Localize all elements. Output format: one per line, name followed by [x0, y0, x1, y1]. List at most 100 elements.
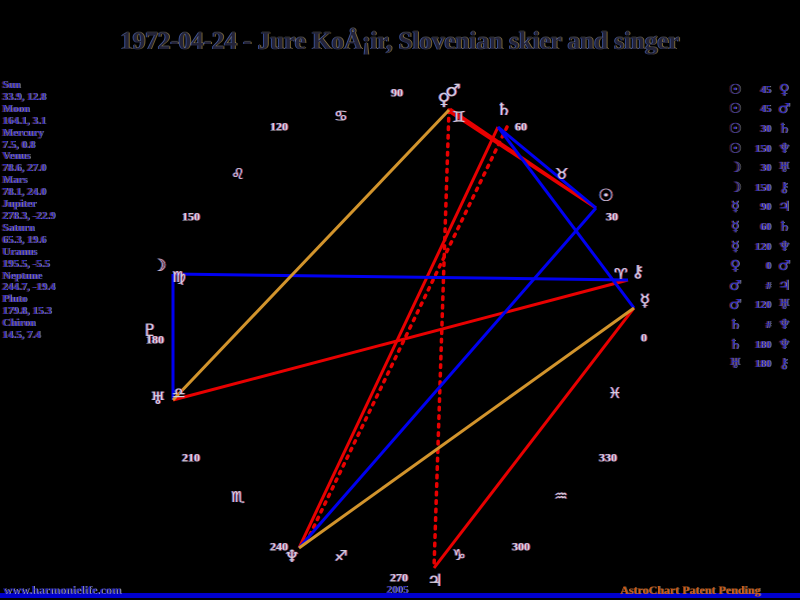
- planet-glyph-uranus: ♅: [150, 389, 166, 409]
- aspect-planet2-glyph: ♆: [777, 336, 791, 353]
- aspect-planet2-glyph: ♆: [777, 140, 791, 157]
- aspect-row: ♂ # ♃: [727, 276, 799, 296]
- aspect-angle: 180: [754, 358, 772, 371]
- footer-website-link[interactable]: www.harmonielife.com: [3, 583, 121, 597]
- aspect-line-mercury-jupiter-90: [432, 307, 636, 569]
- planet-glyph-mars: ♂: [445, 81, 461, 101]
- aspect-planet1-glyph: ☿: [730, 238, 740, 255]
- aspect-row: ☉ 45 ♂: [727, 100, 799, 120]
- aspect-planet2-glyph: ♄: [777, 120, 791, 137]
- degree-label-180: 180: [146, 332, 164, 347]
- degree-label-330: 330: [599, 450, 617, 465]
- aspect-planet2-glyph: ♃: [777, 199, 791, 216]
- aspect-planet1-glyph: ☉: [728, 120, 742, 137]
- aspect-angle: #: [765, 318, 772, 331]
- aspect-planet1-glyph: ☉: [728, 101, 742, 118]
- aspect-angle: 150: [754, 181, 772, 194]
- degree-label-120: 120: [270, 119, 288, 134]
- aspect-angle: 45: [760, 103, 771, 116]
- aspect-angle: 120: [754, 299, 772, 312]
- aspect-planet1-glyph: ♂: [728, 277, 742, 294]
- aspect-planet1-glyph: ☽: [728, 160, 742, 177]
- aspect-angle: 60: [760, 220, 771, 233]
- aspect-angle: 150: [754, 142, 772, 155]
- aspect-planet2-glyph: ⚷: [778, 356, 790, 373]
- ephemeris-planet-coords: 78.6, 27.0: [2, 162, 46, 175]
- aspect-line-saturn-neptune-180: [297, 126, 500, 549]
- aspect-line-sun-saturn-30: [497, 125, 597, 210]
- ephemeris-planet-coords: 278.3, -22.9: [2, 209, 56, 222]
- aspect-row: ☉ 45 ♀: [727, 80, 799, 100]
- sign-glyph-capricorn: ♑: [452, 546, 466, 564]
- planet-glyph-moon: ☽: [151, 256, 167, 276]
- planet-glyph-mercury: ☿: [639, 291, 651, 311]
- ephemeris-planet-coords: 244.7, -19.4: [2, 281, 56, 294]
- ephemeris-planet-name: Mars: [2, 174, 28, 187]
- ephemeris-planet-coords: 78.1, 24.0: [2, 186, 46, 199]
- degree-label-90: 90: [391, 85, 403, 100]
- degree-label-270: 270: [390, 570, 408, 585]
- ephemeris-planet-name: Mercury: [2, 126, 44, 139]
- aspect-line-mars-uranus-120: [171, 108, 451, 402]
- ephemeris-planet-name: Pluto: [2, 293, 28, 306]
- ephemeris-planet-name: Uranus: [2, 245, 37, 258]
- aspect-line-mercury-neptune-120: [298, 306, 635, 550]
- aspect-planet1-glyph: ♄: [728, 336, 742, 353]
- ephemeris-planet-coords: 179.8, 15.3: [2, 305, 52, 318]
- aspect-row: ♀ 0 ♂: [727, 256, 799, 276]
- sign-glyph-cancer: ♋: [334, 107, 348, 125]
- planet-glyph-pluto: ♇: [142, 321, 158, 341]
- aspect-row: ☿ 60 ♄: [727, 217, 799, 237]
- aspect-line-moon-chiron-150: [172, 272, 629, 282]
- aspect-row: ☽ 30 ♅: [727, 158, 799, 178]
- degree-label-30: 30: [606, 209, 618, 224]
- sign-glyph-aquarius: ♒: [554, 487, 568, 505]
- aspects-panel: ☉ 45 ♀ ☉ 45 ♂ ☉ 30 ♄ ☉ 150 ♆ ☽ 30 ♅ ☽ 150 ⚷ ☿ 90 ♃ ☿ 60 ♄ ☿ 120 ♆ ♀…: [727, 80, 799, 374]
- planet-glyph-chiron: ⚷: [631, 262, 645, 282]
- degree-label-0: 0: [641, 330, 647, 345]
- aspect-planet2-glyph: ♆: [777, 316, 791, 333]
- sign-glyph-scorpio: ♏: [231, 488, 245, 506]
- ephemeris-planet-name: Jupiter: [2, 198, 37, 211]
- aspect-planet1-glyph: ☉: [728, 140, 742, 157]
- footer-divider-bar: [0, 593, 800, 598]
- ephemeris-planet-name: Saturn: [2, 221, 35, 234]
- aspect-planet2-glyph: ⚷: [778, 179, 790, 196]
- ephemeris-planet-coords: 164.1, 3.1: [2, 114, 46, 127]
- ephemeris-planet-name: Neptune: [2, 269, 42, 282]
- sign-glyph-virgo: ♍: [172, 268, 186, 286]
- ephemeris-planet-name: Venus: [2, 150, 31, 163]
- planet-glyph-neptune: ♆: [284, 547, 300, 567]
- planet-glyph-jupiter: ♃: [427, 571, 443, 591]
- ephemeris-planet-name: Moon: [2, 102, 30, 115]
- degree-label-240: 240: [270, 539, 288, 554]
- aspect-row: ☽ 150 ⚷: [727, 178, 799, 198]
- ephemeris-planet-coords: 65.3, 19.6: [2, 233, 46, 246]
- footer-watermark: AstroChart Patent Pending: [620, 583, 761, 597]
- aspect-line-mars-jupiter-contraparallel: [432, 108, 451, 570]
- aspect-line-saturn-neptune-contraparallel: [303, 125, 509, 547]
- planet-glyph-venus: ♀: [437, 90, 451, 110]
- ephemeris-planet-coords: 33.9, 12.8: [2, 90, 46, 103]
- sign-glyph-aries: ♈: [614, 265, 628, 283]
- sign-glyph-leo: ♌: [231, 165, 245, 183]
- sign-glyph-pisces: ♓: [608, 384, 622, 402]
- aspect-angle: 90: [760, 201, 771, 214]
- aspect-planet2-glyph: ♂: [777, 101, 791, 118]
- ephemeris-planet-coords: 14.5, 7.4: [2, 329, 41, 342]
- ephemeris-planet-name: Sun: [2, 79, 21, 91]
- aspect-row: ♄ # ♆: [727, 315, 799, 335]
- sign-glyph-libra: ♎: [172, 384, 186, 402]
- ephemeris-planet-name: Chiron: [2, 317, 36, 330]
- aspect-row: ☉ 30 ♄: [727, 119, 799, 139]
- aspect-planet2-glyph: ♂: [777, 258, 791, 275]
- aspect-planet2-glyph: ♃: [777, 277, 791, 294]
- ephemeris-planet-coords: 7.5, 0.8: [2, 138, 35, 151]
- aspect-angle: 180: [754, 338, 772, 351]
- sign-glyph-sagittarius: ♐: [334, 547, 348, 565]
- aspect-angle: 120: [754, 240, 772, 253]
- aspect-row: ♅ 180 ⚷: [727, 354, 799, 374]
- planet-glyph-sun: ☉: [598, 186, 614, 206]
